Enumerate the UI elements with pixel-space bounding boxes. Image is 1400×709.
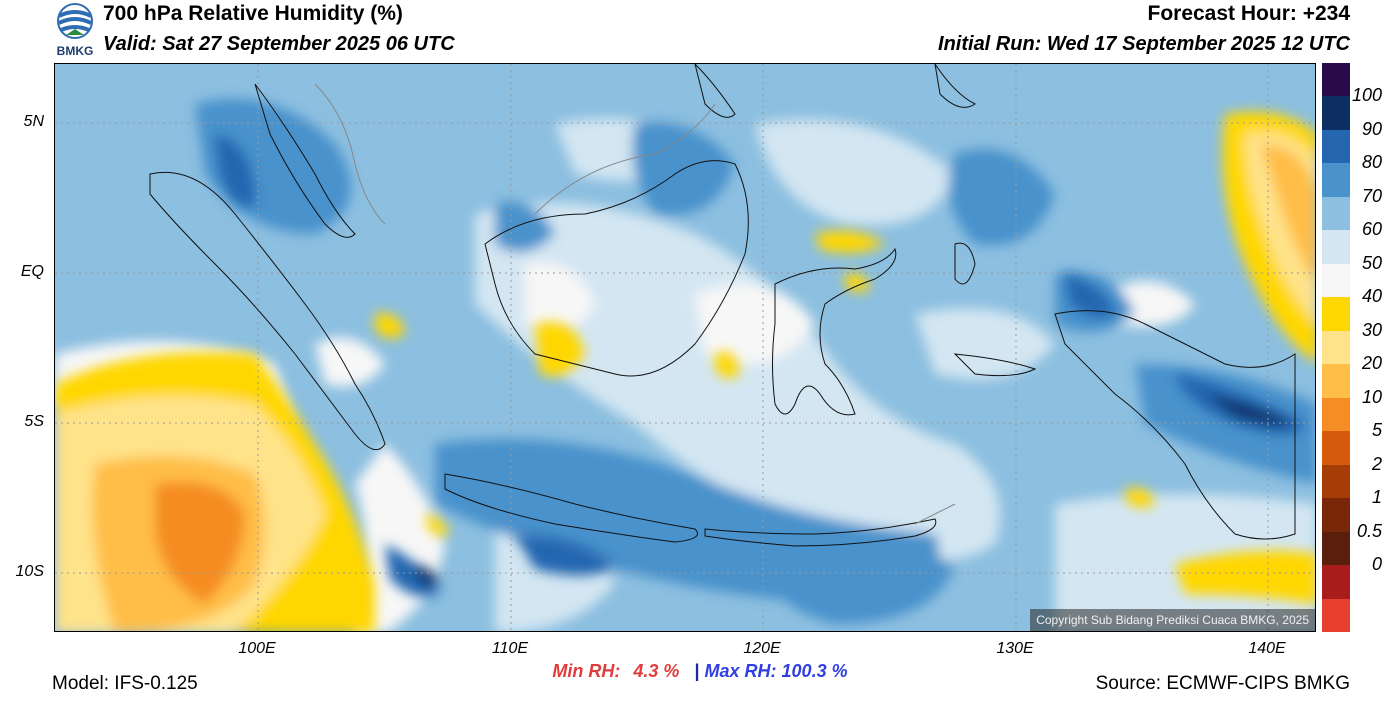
map-title: 700 hPa Relative Humidity (%)	[103, 2, 403, 25]
lat-tick-5s: 5S	[24, 413, 44, 430]
lon-tick-100e: 100E	[238, 640, 276, 657]
colorbar-swatch	[1322, 96, 1350, 131]
stats-separator: |	[694, 661, 700, 681]
colorbar-label: 2	[1371, 453, 1382, 474]
initial-run: Initial Run: Wed 17 September 2025 12 UT…	[938, 33, 1350, 55]
copyright-notice: Copyright Sub Bidang Prediksi Cuaca BMKG…	[1030, 609, 1315, 631]
colorbar-swatch	[1322, 330, 1350, 365]
colorbar-label: 20	[1361, 353, 1382, 374]
colorbar-label: 50	[1361, 252, 1382, 273]
max-rh-label: Max RH:	[704, 661, 777, 681]
lat-tick-eq: EQ	[20, 263, 44, 280]
colorbar-swatch	[1322, 531, 1350, 566]
valid-time: Valid: Sat 27 September 2025 06 UTC	[103, 33, 455, 55]
model-name: Model: IFS-0.125	[52, 673, 198, 694]
colorbar-label: 5	[1371, 420, 1382, 441]
lon-tick-130e: 130E	[996, 640, 1034, 657]
lon-tick-140e: 140E	[1248, 640, 1286, 657]
colorbar-label: 90	[1361, 118, 1382, 139]
colorbar-swatch	[1322, 498, 1350, 533]
colorbar-label: 60	[1361, 219, 1382, 240]
colorbar-swatch	[1322, 263, 1350, 298]
min-rh-value: 4.3 %	[633, 661, 680, 681]
bmkg-logo: BMKG	[52, 2, 98, 60]
min-rh-label: Min RH:	[552, 661, 621, 681]
colorbar-label: 10	[1361, 386, 1382, 407]
colorbar-swatch	[1322, 163, 1350, 198]
colorbar-label: 1	[1371, 487, 1382, 508]
colorbar-label: 40	[1361, 286, 1382, 307]
colorbar-swatch	[1322, 598, 1350, 633]
colorbar-swatch	[1322, 129, 1350, 164]
colorbar-swatch	[1322, 464, 1350, 499]
logo-text: BMKG	[56, 44, 94, 58]
colorbar-swatch	[1322, 431, 1350, 466]
colorbar-swatch	[1322, 565, 1350, 600]
rh-stats: Min RH: 4.3 % | Max RH: 100.3 %	[0, 661, 1400, 682]
colorbar-swatch	[1322, 397, 1350, 432]
data-source: Source: ECMWF-CIPS BMKG	[1095, 673, 1350, 694]
max-rh-value: 100.3 %	[781, 661, 848, 681]
colorbar-swatch	[1322, 230, 1350, 265]
colorbar-swatch	[1322, 364, 1350, 399]
forecast-hour: Forecast Hour: +234	[1147, 2, 1351, 25]
humidity-map: Copyright Sub Bidang Prediksi Cuaca BMKG…	[54, 63, 1316, 632]
colorbar-label: 100	[1351, 85, 1382, 106]
colorbar-label: 30	[1361, 319, 1382, 340]
bmkg-logo-icon	[57, 3, 93, 39]
lon-tick-120e: 120E	[743, 640, 781, 657]
colorbar-label: 70	[1361, 185, 1382, 206]
lat-tick-5n: 5N	[23, 113, 44, 130]
colorbar-swatch	[1322, 297, 1350, 332]
humidity-field	[55, 64, 1315, 631]
colorbar-label: 0.5	[1356, 520, 1382, 541]
colorbar-label: 80	[1361, 152, 1382, 173]
colorbar-label: 0	[1371, 554, 1382, 575]
lon-tick-110e: 110E	[491, 640, 529, 657]
colorbar	[1322, 63, 1350, 633]
lat-tick-10s: 10S	[15, 563, 44, 580]
colorbar-swatch	[1322, 63, 1350, 97]
colorbar-swatch	[1322, 196, 1350, 231]
